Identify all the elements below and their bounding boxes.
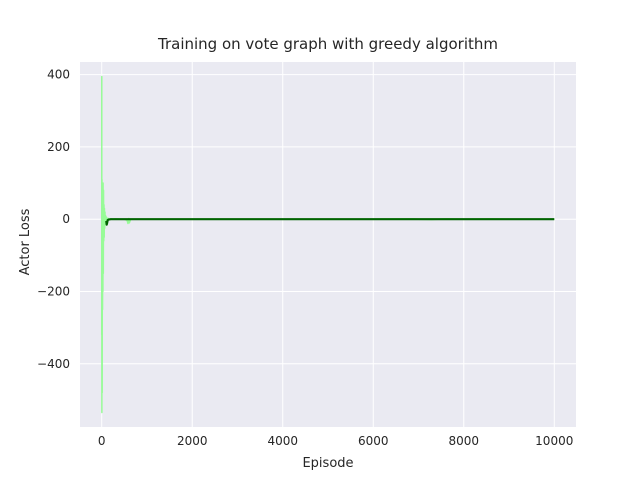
y-axis-label: Actor Loss — [18, 208, 33, 275]
x-tick-label: 8000 — [448, 434, 479, 448]
y-tick-label: 200 — [47, 140, 70, 154]
x-tick-label: 4000 — [267, 434, 298, 448]
y-tick-label: −400 — [37, 357, 70, 371]
x-tick-label: 0 — [98, 434, 106, 448]
chart-title: Training on vote graph with greedy algor… — [157, 35, 498, 53]
tick-labels: 0 2000 4000 6000 8000 10000 −400 −200 0 200 400 — [37, 68, 573, 448]
series — [100, 75, 555, 414]
smoothed-loss-line — [105, 218, 555, 226]
x-axis-label: Episode — [302, 456, 353, 471]
y-tick-label: 0 — [62, 212, 70, 226]
x-tick-label: 6000 — [358, 434, 389, 448]
y-tick-label: −200 — [37, 284, 70, 298]
y-tick-label: 400 — [47, 68, 70, 82]
plot-background — [80, 62, 576, 427]
x-tick-label: 10000 — [535, 434, 573, 448]
x-tick-label: 2000 — [177, 434, 208, 448]
